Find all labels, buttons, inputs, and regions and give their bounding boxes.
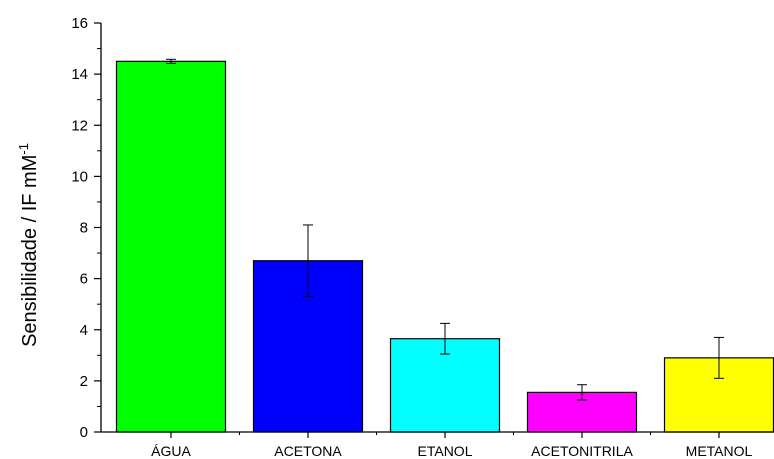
x-axis: ÁGUA ACETONA ETANOL ACETONITRILA METANOL <box>101 431 774 459</box>
error-bars-group <box>166 58 724 401</box>
error-bar-acetonitrila <box>577 384 587 401</box>
x-tick-label: ÁGUA <box>151 443 191 459</box>
x-tick-label: METANOL <box>686 443 753 459</box>
x-tick-label: ACETONITRILA <box>531 443 633 459</box>
bars-group <box>115 60 774 433</box>
y-tick-label: 8 <box>80 220 88 237</box>
x-tick-label: ACETONA <box>274 443 342 459</box>
error-bar-etanol <box>440 322 450 355</box>
error-bar-acetona <box>303 224 313 298</box>
bar-água <box>115 60 227 433</box>
y-tick-label: 12 <box>71 117 88 134</box>
error-bar-água <box>166 58 176 64</box>
y-tick-label: 6 <box>80 271 88 288</box>
y-tick-label: 2 <box>80 373 88 390</box>
y-tick-label: 0 <box>80 424 88 441</box>
y-tick-label: 10 <box>71 168 88 185</box>
y-tick-label: 14 <box>71 66 88 83</box>
y-axis: 0 2 4 6 8 10 12 14 16 <box>71 15 102 441</box>
x-tick-label: ETANOL <box>418 443 473 459</box>
y-tick-label: 16 <box>71 15 88 32</box>
y-axis-title: Sensibilidade / IF mM-1 <box>16 143 41 347</box>
y-tick-label: 4 <box>80 322 88 339</box>
error-bar-metanol <box>714 336 724 379</box>
